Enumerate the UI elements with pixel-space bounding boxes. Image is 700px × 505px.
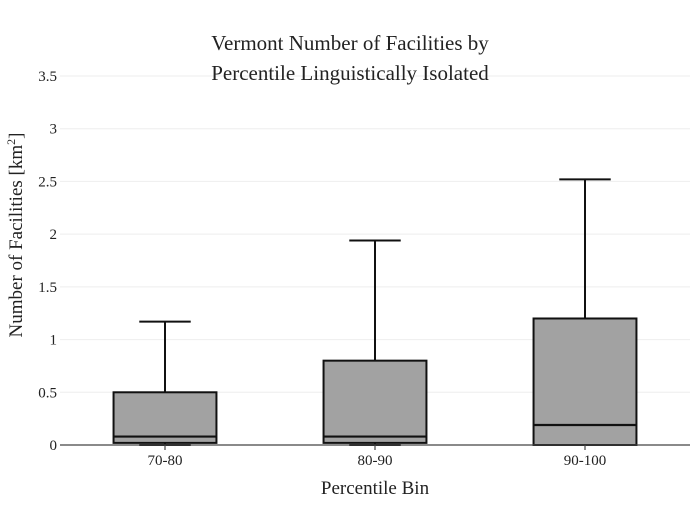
box-iqr bbox=[112, 391, 218, 444]
y-tick-label: 2 bbox=[50, 227, 58, 243]
chart-title-line-2: Percentile Linguistically Isolated bbox=[211, 61, 489, 85]
x-tick-label: 70-80 bbox=[148, 453, 183, 469]
y-axis-unit-sup: 2 bbox=[4, 139, 18, 145]
x-tick-label: 90-100 bbox=[564, 453, 607, 469]
x-axis-title: Percentile Bin bbox=[321, 478, 430, 499]
chart-title-line-1: Vermont Number of Facilities by bbox=[211, 31, 489, 55]
y-tick-label: 3 bbox=[50, 122, 58, 138]
y-tick-label: 1 bbox=[50, 333, 58, 349]
x-tick-label: 80-90 bbox=[358, 453, 393, 469]
y-tick-label: 2.5 bbox=[38, 174, 57, 190]
y-axis-unit-base: km bbox=[6, 145, 27, 170]
y-tick-label: 1.5 bbox=[38, 280, 57, 296]
y-axis-title-main: Number of Facilities bbox=[6, 180, 27, 337]
y-tick-label: 3.5 bbox=[38, 69, 57, 85]
y-tick-label: 0 bbox=[50, 438, 58, 454]
y-axis-unit-close: ] bbox=[6, 133, 27, 139]
axes-layer: 0 0.5 1 1.5 2 2.5 3 3.5 70-80 80-90 90-100 bbox=[38, 69, 690, 469]
y-axis-unit-open: [ bbox=[6, 169, 27, 180]
boxes-layer bbox=[112, 178, 638, 446]
y-tick-label: 0.5 bbox=[38, 385, 57, 401]
box-iqr bbox=[322, 359, 428, 444]
y-axis-title: Number of Facilities [km2] bbox=[4, 133, 27, 338]
